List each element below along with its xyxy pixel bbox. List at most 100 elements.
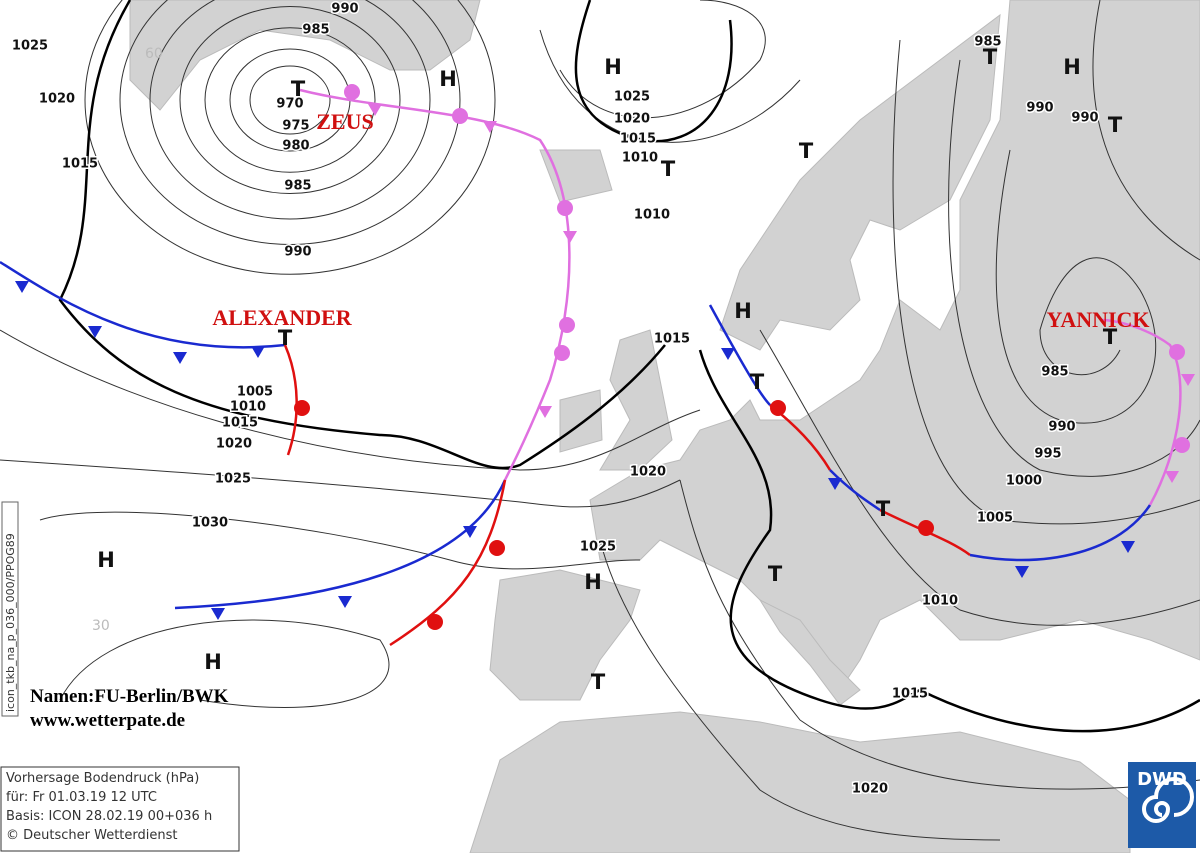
- isobar: [84, 0, 496, 275]
- front-symbol: [211, 608, 225, 620]
- front-symbol: [489, 540, 505, 556]
- isobar-label: 990: [331, 2, 358, 17]
- land: [489, 569, 641, 701]
- isobar-label: 1015: [222, 416, 258, 431]
- front-symbol: [427, 614, 443, 630]
- front-symbol: [559, 317, 575, 333]
- pressure-center: T: [750, 370, 765, 394]
- isobar-label: 1020: [614, 112, 650, 127]
- front-symbol: [770, 400, 786, 416]
- front-symbol: [828, 478, 842, 490]
- isobar: [679, 479, 1200, 790]
- front-symbol: [721, 348, 735, 360]
- front-symbol: [338, 596, 352, 608]
- isobar: [0, 459, 681, 508]
- isobar-label: 1015: [620, 132, 656, 147]
- isobar: [892, 39, 1200, 525]
- isobar: [119, 0, 461, 245]
- isobar: [559, 0, 766, 119]
- isobar: [204, 27, 376, 173]
- front-symbol: [251, 346, 265, 358]
- land: [539, 149, 613, 203]
- info-line: Basis: ICON 28.02.19 00+036 h: [6, 809, 212, 824]
- pressure-center: T: [1103, 325, 1118, 349]
- front-symbol: [538, 406, 552, 418]
- isobar: [59, 619, 390, 708]
- isobar-label: 990: [1026, 101, 1053, 116]
- isobar-label: 1020: [852, 782, 888, 797]
- logo-text: DWD: [1137, 769, 1187, 790]
- isobar-label: 1020: [630, 465, 666, 480]
- front-symbol: [452, 108, 468, 124]
- info-line: Vorhersage Bodendruck (hPa): [6, 771, 199, 786]
- front-symbol: [344, 84, 360, 100]
- pressure-center: T: [1108, 113, 1123, 137]
- isobar-label: 970: [276, 97, 303, 112]
- pressure-center: T: [278, 326, 293, 350]
- isobar-label: 1015: [892, 687, 928, 702]
- pressure-center: H: [734, 299, 752, 323]
- isobar-label: 1010: [922, 594, 958, 609]
- isobar-1015: [574, 0, 733, 143]
- isobar-label: 1000: [1006, 474, 1042, 489]
- isobar: [149, 0, 431, 220]
- front-symbol: [1015, 566, 1029, 578]
- credit: Namen:FU-Berlin/BWK: [30, 686, 229, 707]
- land: [589, 0, 1200, 691]
- land: [559, 389, 603, 453]
- isobar-1015: [698, 349, 1200, 733]
- pressure-center: T: [661, 157, 676, 181]
- front-symbol: [1121, 541, 1135, 553]
- front: [829, 469, 881, 512]
- system-name: ALEXANDER: [212, 305, 352, 330]
- pressure-center: T: [768, 562, 783, 586]
- front-symbol: [554, 345, 570, 361]
- front-symbol: [1174, 437, 1190, 453]
- latitude-label: 60: [145, 46, 163, 62]
- system-name: ZEUS: [316, 109, 373, 134]
- isobar-label: 995: [1034, 447, 1061, 462]
- isobar-label: 1030: [192, 516, 228, 531]
- isobar-label: 1015: [654, 332, 690, 347]
- land: [719, 13, 1001, 351]
- front: [879, 508, 971, 557]
- isobar-label: 1005: [237, 385, 273, 400]
- system-name: YANNICK: [1046, 307, 1149, 332]
- pressure-center: T: [291, 77, 306, 101]
- front-symbol: [368, 104, 382, 116]
- isobar-label: 1020: [39, 92, 75, 107]
- run-id: icon_tkb_na_p_036_000/PPOG89: [4, 533, 17, 712]
- isobar-label: 990: [1071, 111, 1098, 126]
- front-symbol: [88, 326, 102, 338]
- front: [708, 304, 771, 406]
- pressure-center: T: [983, 45, 998, 69]
- front-symbol: [15, 281, 29, 293]
- isobar-label: 985: [1041, 365, 1068, 380]
- isobar: [759, 329, 1200, 626]
- latitude-label: 30: [92, 618, 110, 634]
- front-symbol: [463, 526, 477, 538]
- isobar-label: 1020: [216, 437, 252, 452]
- front: [969, 504, 1152, 562]
- logo-swirl: [1142, 777, 1194, 823]
- front-symbol: [173, 352, 187, 364]
- pressure-center: T: [799, 139, 814, 163]
- front-symbol: [557, 200, 573, 216]
- info-box: [0, 766, 240, 852]
- run-id-box: [1, 501, 19, 717]
- front-symbol: [1181, 374, 1195, 386]
- front-symbol: [1165, 471, 1179, 483]
- pressure-center: T: [591, 670, 606, 694]
- isobar: [0, 329, 701, 471]
- pressure-center: H: [204, 650, 222, 674]
- isobar: [1092, 0, 1200, 261]
- front-symbol: [563, 231, 577, 243]
- front: [283, 344, 298, 456]
- isobar-label: 1025: [580, 540, 616, 555]
- front: [389, 479, 507, 647]
- front: [299, 88, 571, 481]
- isobar-label: 1025: [12, 39, 48, 54]
- isobar: [39, 511, 641, 570]
- info-line: für: Fr 01.03.19 12 UTC: [6, 790, 157, 805]
